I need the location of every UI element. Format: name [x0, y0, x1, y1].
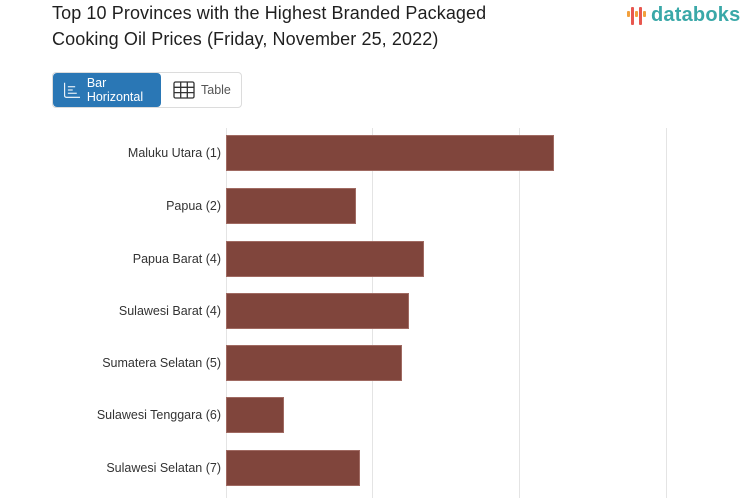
- table-label: Table: [201, 83, 231, 97]
- bar-row: Sumatera Selatan (5): [0, 345, 753, 381]
- bar-label: Sulawesi Selatan (7): [106, 461, 221, 475]
- bar[interactable]: [226, 397, 284, 433]
- bar[interactable]: [226, 293, 409, 329]
- bar[interactable]: [226, 241, 424, 277]
- bar-label: Papua (2): [166, 199, 221, 213]
- bar-label: Papua Barat (4): [132, 252, 221, 266]
- bar-row: Sulawesi Selatan (7): [0, 450, 753, 486]
- bar-horizontal-label: Bar Horizontal: [86, 76, 144, 104]
- table-tab[interactable]: Table: [161, 73, 241, 107]
- bar-horizontal-icon: [64, 82, 81, 98]
- databoks-logo[interactable]: databoks: [625, 3, 740, 27]
- chart-title: Top 10 Provinces with the Highest Brande…: [52, 3, 487, 49]
- bar-row: Maluku Utara (1): [0, 135, 753, 171]
- table-grid-icon: [173, 81, 195, 99]
- databoks-logo-text: databoks: [651, 4, 741, 26]
- bar-label: Maluku Utara (1): [127, 146, 221, 160]
- bar-row: Papua (2): [0, 188, 753, 224]
- bar[interactable]: [226, 345, 402, 381]
- databoks-logo-mark-icon: [625, 3, 649, 27]
- bar-chart: Maluku Utara (1) Papua (2) Papua Barat (…: [0, 128, 753, 498]
- bar-row: Sulawesi Barat (4): [0, 293, 753, 329]
- bar[interactable]: [226, 188, 356, 224]
- bar-label: Sulawesi Barat (4): [118, 304, 221, 318]
- bar[interactable]: [226, 450, 360, 486]
- gridline: [519, 128, 520, 498]
- bar-row: Papua Barat (4): [0, 241, 753, 277]
- gridline: [666, 128, 667, 498]
- bar-label: Sumatera Selatan (5): [102, 356, 221, 370]
- bar-row: Sulawesi Tenggara (6): [0, 397, 753, 433]
- bar-label: Sulawesi Tenggara (6): [96, 408, 221, 422]
- bar[interactable]: [226, 135, 554, 171]
- view-toggle: Bar Horizontal Table: [52, 72, 242, 108]
- bar-horizontal-tab[interactable]: Bar Horizontal: [53, 73, 161, 107]
